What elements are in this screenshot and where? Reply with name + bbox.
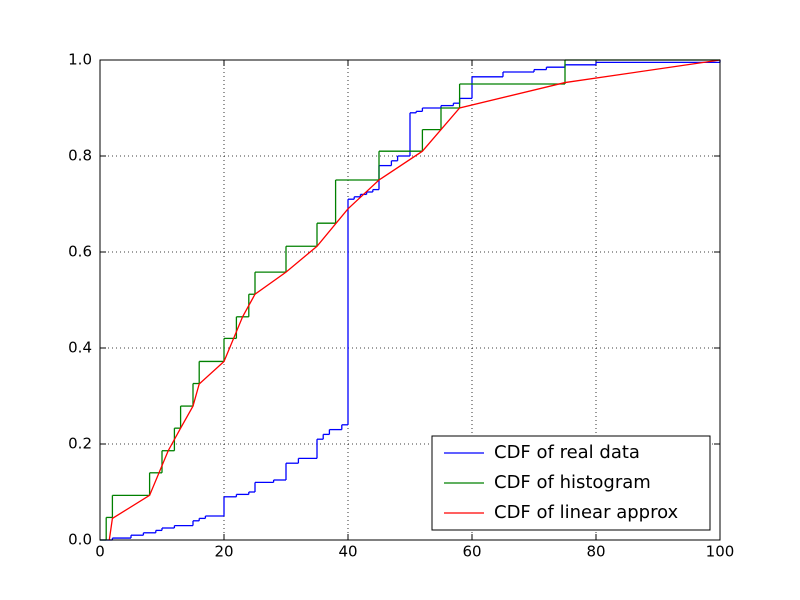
legend-label: CDF of real data bbox=[494, 442, 640, 463]
series bbox=[100, 59, 720, 541]
x-tick-label: 60 bbox=[462, 543, 481, 561]
legend-label: CDF of histogram bbox=[494, 472, 651, 493]
x-tick-label: 0 bbox=[95, 543, 105, 561]
y-tick-label: 0.0 bbox=[68, 531, 92, 549]
legend-label: CDF of linear approx bbox=[494, 502, 679, 523]
y-tick-label: 0.8 bbox=[68, 147, 92, 165]
y-tick-label: 1.0 bbox=[68, 51, 92, 69]
x-tick-label: 100 bbox=[706, 543, 735, 561]
y-tick-label: 0.2 bbox=[68, 435, 92, 453]
y-tick-label: 0.6 bbox=[68, 243, 92, 261]
x-tick-label: 80 bbox=[586, 543, 605, 561]
plot-frame bbox=[99, 59, 721, 541]
series bbox=[108, 59, 721, 541]
x-tick-label: 20 bbox=[214, 543, 233, 561]
line bbox=[108, 59, 721, 541]
legend: CDF of real data CDF of histogram CDF of l… bbox=[431, 435, 711, 531]
y-tick-label: 0.4 bbox=[68, 339, 92, 357]
series bbox=[100, 60, 721, 541]
x-tick-label: 40 bbox=[338, 543, 357, 561]
